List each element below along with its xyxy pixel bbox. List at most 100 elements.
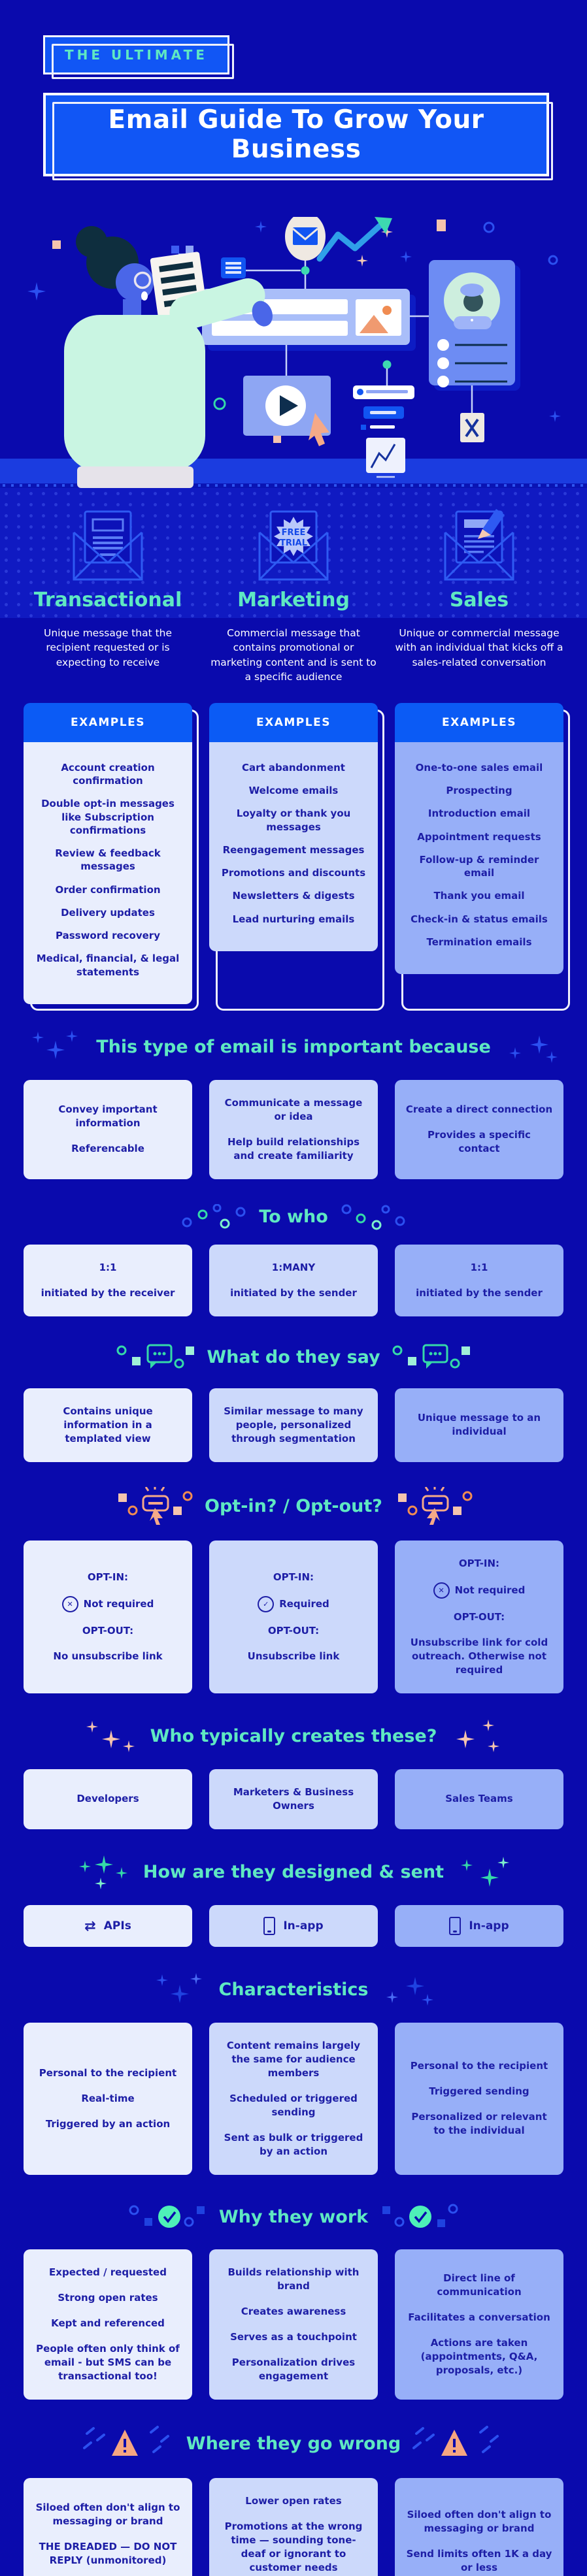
design-label: APIs xyxy=(103,1919,131,1932)
free-trial-text-line1: FREE xyxy=(282,528,306,538)
card-line: Marketers & Business Owners xyxy=(233,1785,354,1812)
header: THE ULTIMATE Email Guide To Grow Your Bu… xyxy=(0,0,587,180)
card-line: Real-time xyxy=(81,2092,135,2104)
rings-decoration xyxy=(182,1203,246,1229)
importance-cards: Convey important information Referencable… xyxy=(24,1079,563,1179)
type-sales: Sales xyxy=(395,506,563,611)
email-types-band: Transactional FREE TRIAL Marketing xyxy=(0,488,587,618)
card-line: Facilitates a conversation xyxy=(408,2311,550,2323)
warning-decoration xyxy=(412,2425,499,2456)
examples-card-marketing: EXAMPLES Cart abandonment Welcome emails L… xyxy=(209,702,384,1011)
card-line: Convey important information xyxy=(58,1103,158,1130)
card-line: Send limits often 1K a day or less xyxy=(406,2547,552,2573)
profile-card xyxy=(429,260,520,391)
form-field-widget xyxy=(353,385,414,430)
phone-icon xyxy=(263,1916,276,1935)
example-item: Double opt-in messages like Subscription… xyxy=(41,798,175,836)
sparkle-decoration xyxy=(156,1972,202,2003)
ultimate-badge: THE ULTIMATE xyxy=(43,35,234,79)
example-item: Medical, financial, & legal statements xyxy=(36,953,180,978)
free-trial-text-line2: TRIAL xyxy=(280,538,307,548)
sparkle-icon xyxy=(255,221,267,233)
opt-out-label: OPT-OUT: xyxy=(267,1624,320,1637)
opt-in-label: OPT-IN: xyxy=(87,1571,129,1583)
section-heading: Opt-in? / Opt-out? xyxy=(205,1496,382,1517)
ultimate-badge-label: THE ULTIMATE xyxy=(65,47,208,63)
opt-out-label: OPT-OUT: xyxy=(82,1624,134,1637)
section-wrong-heading: Where they go wrong xyxy=(24,2424,563,2464)
sparkle-decoration xyxy=(461,1856,510,1887)
example-item: Follow-up & reminder email xyxy=(419,853,539,879)
card-line: Direct line of communication xyxy=(437,2272,522,2298)
design-card: In-app xyxy=(209,1904,378,1947)
page-title: Email Guide To Grow Your Business xyxy=(108,105,484,164)
ratio-sub: initiated by the sender xyxy=(416,1286,543,1299)
card-line: Siloed often don't align to messaging or… xyxy=(35,2502,180,2528)
section-importance-heading: This type of email is important because xyxy=(24,1029,563,1066)
card-line: Help build relationships and create fami… xyxy=(227,1135,360,1162)
check-decoration xyxy=(129,2205,205,2228)
opt-out-value: Unsubscribe link for cold outreach. Othe… xyxy=(410,1636,548,1676)
design-label: In-app xyxy=(469,1919,509,1932)
example-item: Check-in & status emails xyxy=(411,913,548,925)
examples-header: EXAMPLES xyxy=(395,702,563,742)
example-item: Reengagement messages xyxy=(222,843,365,856)
section-heading: Characteristics xyxy=(218,1980,369,2000)
sparkle-icon xyxy=(356,255,368,267)
example-item: One-to-one sales email xyxy=(415,761,543,774)
type-description: Unique message that the recipient reques… xyxy=(43,627,173,668)
example-item: Termination emails xyxy=(426,936,532,948)
opt-card: OPT-IN: ✕ Not required OPT-OUT: No unsubs… xyxy=(24,1540,192,1693)
examples-list: One-to-one sales email Prospecting Introdu… xyxy=(395,742,563,975)
cross-circle-icon: ✕ xyxy=(61,1595,78,1612)
sparkle-decoration xyxy=(86,1720,135,1752)
card-line: Similar message to many people, personal… xyxy=(224,1405,363,1444)
ring-icon xyxy=(548,255,558,265)
card-line: Contains unique information in a templat… xyxy=(63,1405,153,1444)
card-line: Promotions at the wrong time — sounding … xyxy=(224,2520,363,2573)
card-line: Triggered sending xyxy=(429,2085,529,2098)
opt-in-value: Required xyxy=(279,1597,329,1610)
opt-card: OPT-IN: ✕ Not required OPT-OUT: Unsubscri… xyxy=(395,1540,563,1693)
example-item: Newsletters & digests xyxy=(232,890,355,902)
section-why-heading: Why they work xyxy=(24,2200,563,2235)
card-line: Scheduled or triggered sending xyxy=(229,2092,358,2118)
card-line: Lower open rates xyxy=(245,2494,342,2507)
example-item: Password recovery xyxy=(56,930,160,942)
card-line: Personal to the recipient xyxy=(39,2066,177,2079)
sparkle-decoration xyxy=(78,1855,127,1889)
card-line: Siloed often don't align to messaging or… xyxy=(407,2508,552,2534)
sparkle-icon xyxy=(27,282,46,301)
importance-card: Convey important information Referencable xyxy=(24,1079,192,1179)
characteristics-cards: Personal to the recipient Real-time Trigge… xyxy=(24,2022,563,2175)
check-circle-icon: ✓ xyxy=(258,1595,275,1612)
sparkle-decoration xyxy=(509,1035,558,1063)
chat-bubble-decoration xyxy=(392,1344,470,1369)
opt-out-value: No unsubscribe link xyxy=(53,1650,163,1662)
example-item: Order confirmation xyxy=(55,883,161,896)
warning-decoration xyxy=(82,2425,169,2456)
creators-card: Sales Teams xyxy=(395,1769,563,1829)
examples-row: EXAMPLES Account creation confirmation Do… xyxy=(0,702,587,1011)
example-item: Introduction email xyxy=(428,807,531,820)
say-cards: Contains unique information in a templat… xyxy=(24,1388,563,1462)
opt-cards: OPT-IN: ✕ Not required OPT-OUT: No unsubs… xyxy=(24,1540,563,1693)
ratio-label: 1:1 xyxy=(470,1261,488,1273)
example-item: Loyalty or thank you messages xyxy=(236,807,351,833)
opt-in-value: Not required xyxy=(83,1597,154,1610)
card-line: Serves as a touchpoint xyxy=(230,2330,357,2343)
opt-out-label: OPT-OUT: xyxy=(453,1610,505,1623)
email-badge-icon xyxy=(285,217,326,261)
cursor-icon xyxy=(309,413,329,446)
towho-cards: 1:1 initiated by the receiver 1:MANY ini… xyxy=(24,1244,563,1316)
card-line: Strong open rates xyxy=(58,2291,158,2304)
design-label: In-app xyxy=(283,1919,324,1932)
card-line: Sent as bulk or triggered by an action xyxy=(224,2131,363,2157)
section-heading: This type of email is important because xyxy=(96,1037,491,1058)
type-title: Sales xyxy=(449,589,509,611)
why-card: Expected / requested Strong open rates Kep… xyxy=(24,2249,192,2400)
type-descriptions: Unique message that the recipient reques… xyxy=(0,626,587,685)
card-line: People often only think of email - but S… xyxy=(36,2342,180,2382)
section-towho-heading: To who xyxy=(24,1203,563,1230)
section-opt-heading: Opt-in? / Opt-out? xyxy=(24,1486,563,1526)
